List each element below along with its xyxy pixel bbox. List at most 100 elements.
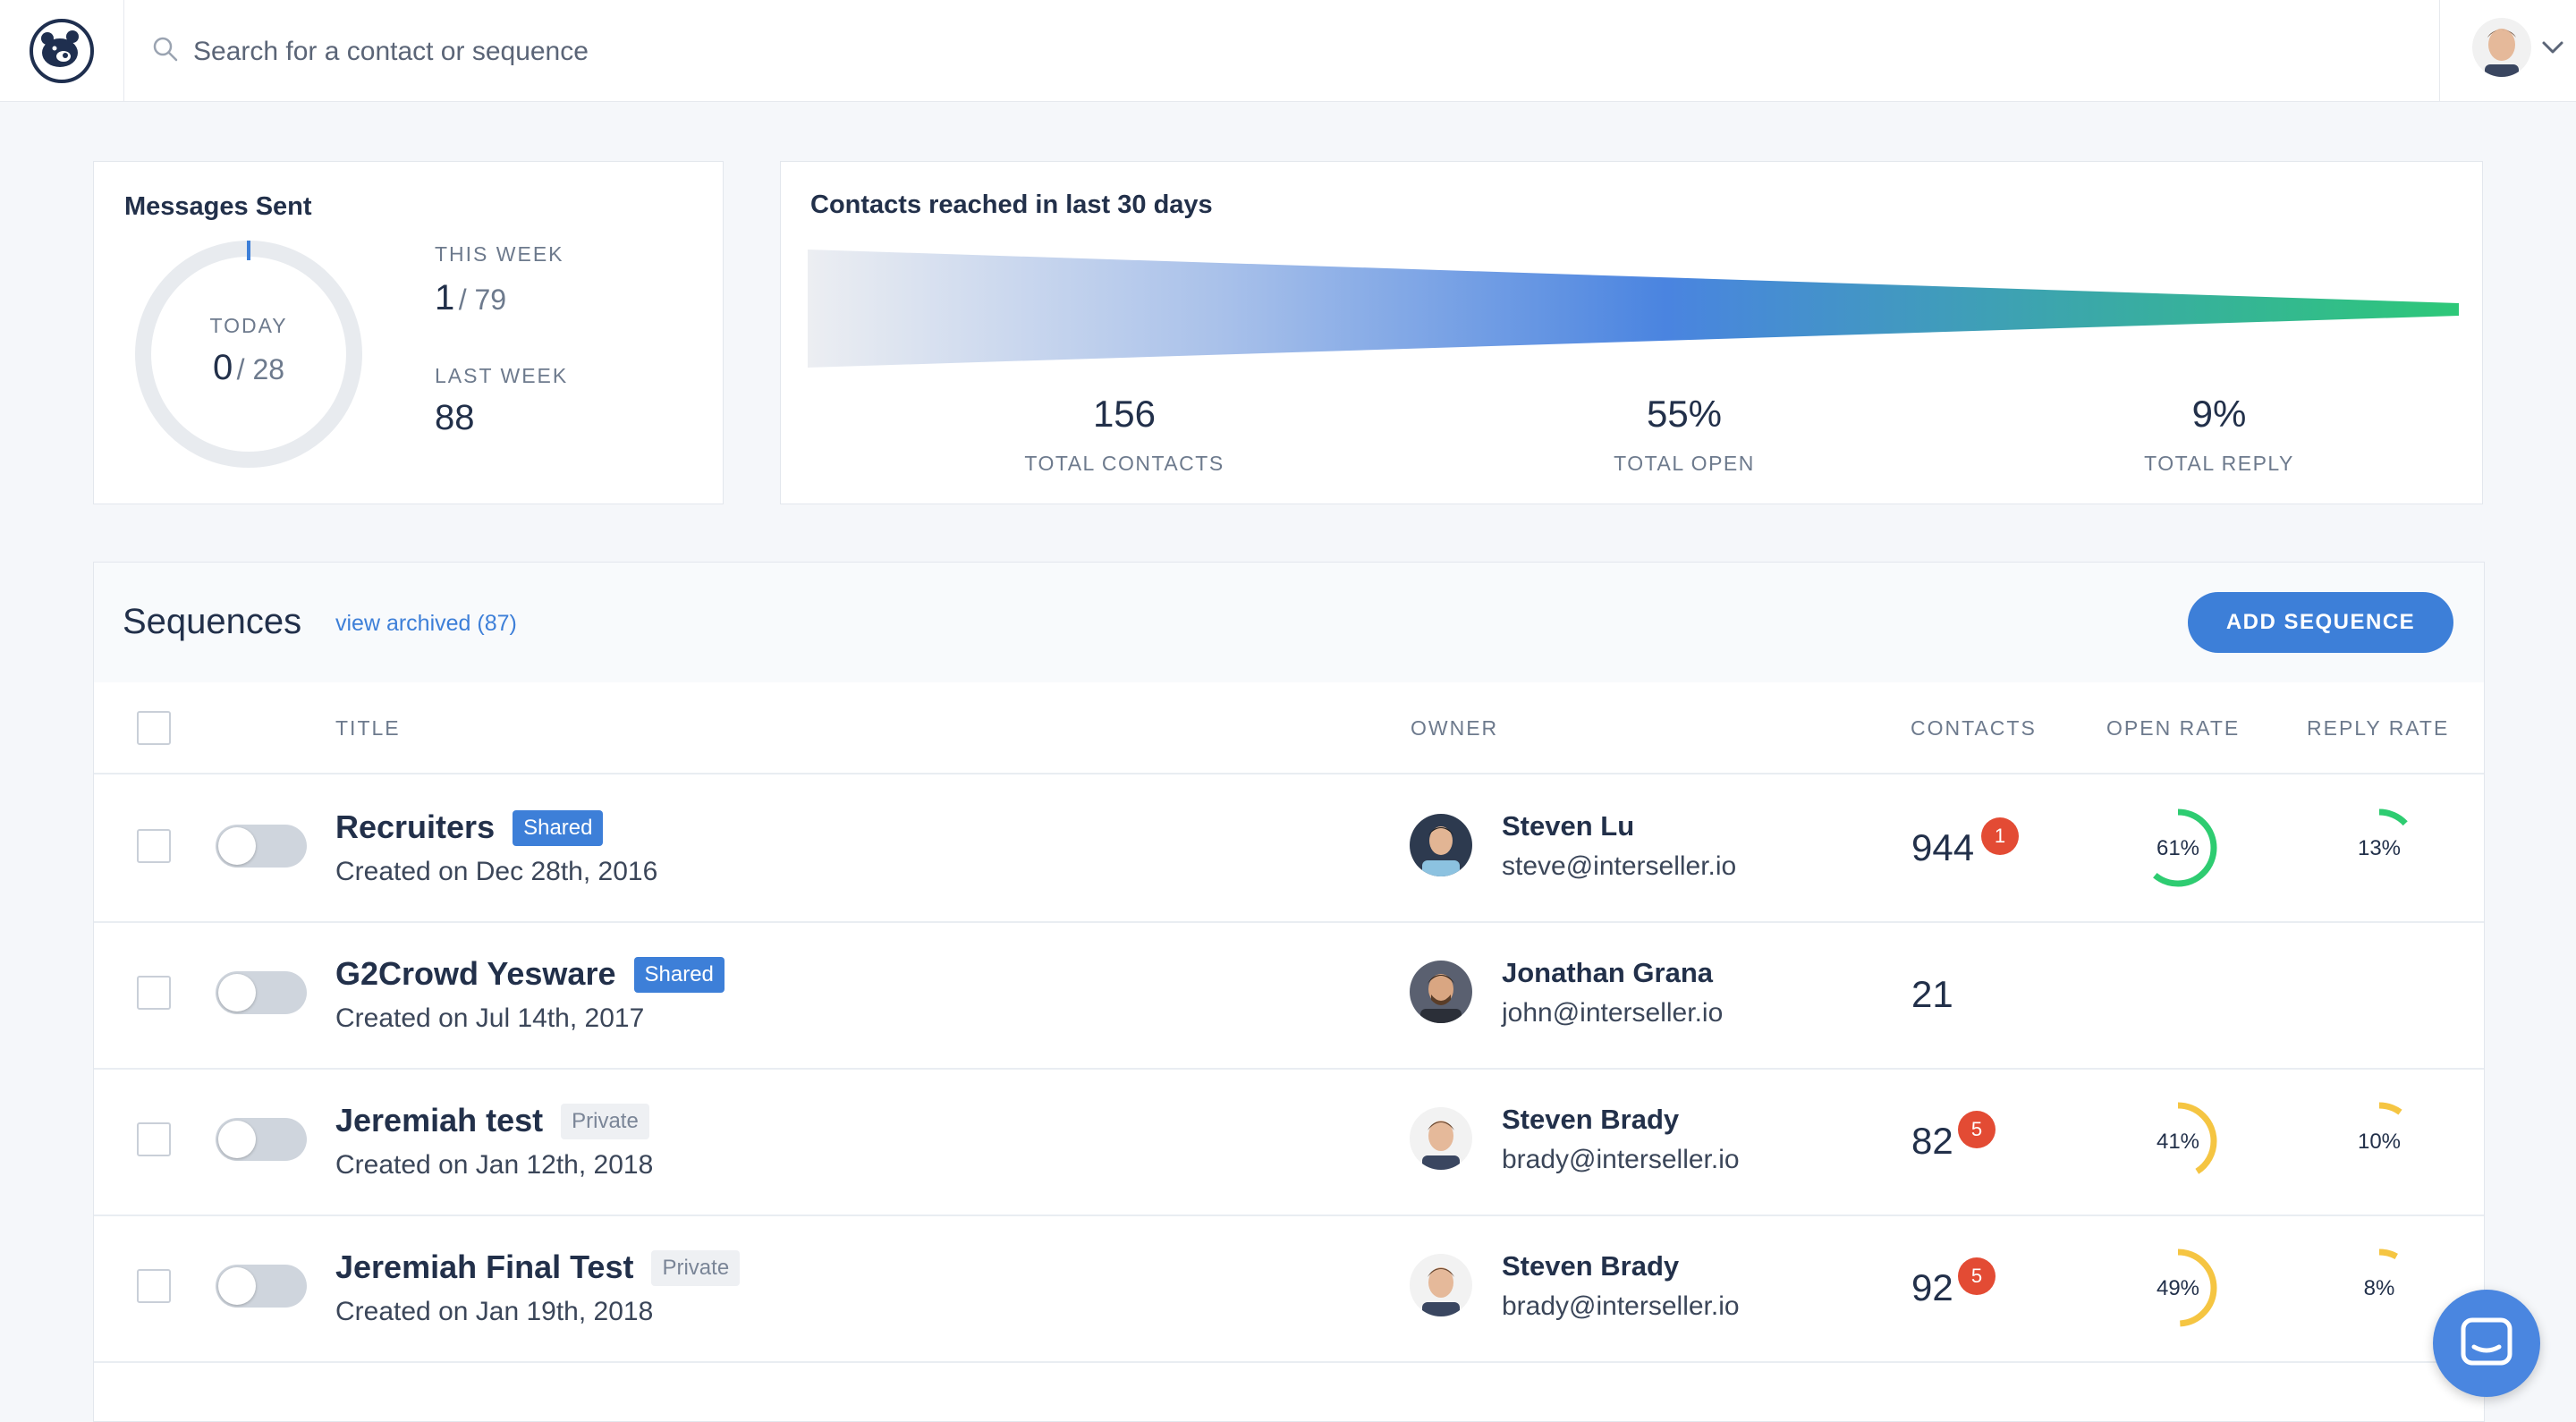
this-week-total: / 79	[458, 284, 507, 316]
open-rate-value: 49%	[2157, 1276, 2199, 1300]
stat-total-open: 55% TOTAL OPEN	[1505, 393, 1863, 476]
notification-badge: 5	[1958, 1257, 1996, 1295]
notification-badge: 1	[1981, 817, 2019, 855]
bear-logo-icon	[30, 18, 94, 83]
stat-value: 9%	[2191, 393, 2247, 435]
owner-email: brady@interseller.io	[1502, 1291, 1740, 1321]
sequence-title[interactable]: Recruiters Shared	[335, 808, 604, 846]
contacts-count[interactable]: 21	[1911, 973, 1953, 1015]
sequence-created-date: Created on Jan 19th, 2018	[335, 1297, 654, 1326]
today-count: 0	[212, 348, 233, 387]
row-checkbox[interactable]	[137, 1269, 171, 1303]
today-total: / 28	[236, 353, 285, 385]
sequence-created-date: Created on Dec 28th, 2016	[335, 857, 658, 886]
owner-avatar	[1410, 961, 1472, 1023]
chat-launcher-button[interactable]	[2433, 1290, 2540, 1397]
top-bar	[0, 0, 2576, 102]
open-rate-ring: 49%	[2139, 1248, 2217, 1327]
open-rate-value: 41%	[2157, 1130, 2199, 1154]
table-row[interactable]: Recruiters Shared Created on Dec 28th, 20…	[94, 774, 2484, 923]
column-header-title[interactable]: TITLE	[335, 716, 401, 740]
sequence-toggle[interactable]	[216, 825, 307, 868]
open-rate-ring: 41%	[2139, 1102, 2217, 1181]
add-sequence-button[interactable]: ADD SEQUENCE	[2188, 592, 2453, 653]
header-divider	[94, 773, 2484, 774]
toggle-knob	[218, 827, 256, 865]
view-archived-link[interactable]: view archived (87)	[335, 611, 517, 636]
messages-sent-card: Messages Sent TODAY 0 / 28 THIS WEEK 1 /…	[93, 161, 724, 504]
select-all-checkbox[interactable]	[137, 711, 171, 745]
chat-icon	[2461, 1317, 2512, 1366]
toggle-knob	[218, 1121, 256, 1158]
sequence-title-text: Recruiters	[335, 808, 496, 845]
owner-email: brady@interseller.io	[1502, 1145, 1740, 1174]
user-menu[interactable]	[2439, 0, 2576, 101]
owner-avatar	[1410, 1254, 1472, 1316]
messages-sent-title: Messages Sent	[124, 192, 312, 221]
column-header-owner[interactable]: OWNER	[1411, 716, 1499, 740]
sequence-title[interactable]: Jeremiah test Private	[335, 1102, 649, 1139]
this-week-count: 1	[435, 278, 455, 317]
reply-rate-ring: 8%	[2340, 1248, 2419, 1327]
stat-value: 55%	[1646, 393, 1723, 435]
stat-total-reply: 9% TOTAL REPLY	[2040, 393, 2398, 476]
reply-rate-ring: 10%	[2340, 1102, 2419, 1181]
chevron-down-icon[interactable]	[2541, 39, 2564, 55]
search-input[interactable]	[191, 27, 1000, 77]
table-row[interactable]: G2Crowd Yesware Shared Created on Jul 14t…	[94, 921, 2484, 1070]
today-label: TODAY	[209, 314, 288, 337]
contacts-count[interactable]: 82	[1911, 1120, 1953, 1162]
reply-rate-ring: 13%	[2340, 808, 2419, 887]
last-week-label: LAST WEEK	[435, 364, 569, 387]
last-week-value: 88	[435, 398, 475, 437]
sequences-header: Sequences view archived (87) ADD SEQUENC…	[94, 563, 2484, 682]
table-row[interactable]: Jeremiah test Private Created on Jan 12th…	[94, 1068, 2484, 1216]
this-week-label: THIS WEEK	[435, 242, 564, 266]
today-progress-ring	[135, 241, 362, 468]
stat-value: 156	[1092, 393, 1157, 435]
contacts-count[interactable]: 944	[1911, 826, 1975, 868]
sequences-card: Sequences view archived (87) ADD SEQUENC…	[93, 562, 2485, 1422]
sequence-created-date: Created on Jul 14th, 2017	[335, 1003, 645, 1033]
reply-rate-value: 8%	[2364, 1276, 2395, 1300]
sequences-title: Sequences	[123, 602, 302, 641]
owner-email: steve@interseller.io	[1502, 851, 1737, 881]
column-header-reply-rate[interactable]: REPLY RATE	[2307, 716, 2450, 740]
sequence-title[interactable]: G2Crowd Yesware Shared	[335, 955, 724, 993]
stat-label: TOTAL OPEN	[1614, 452, 1755, 475]
owner-name: Steven Brady	[1502, 1250, 1680, 1282]
row-checkbox[interactable]	[137, 829, 171, 863]
row-checkbox[interactable]	[137, 1122, 171, 1156]
contacts-reached-title: Contacts reached in last 30 days	[810, 190, 1213, 219]
logo-cell[interactable]	[0, 0, 124, 101]
column-header-open-rate[interactable]: OPEN RATE	[2106, 716, 2241, 740]
owner-email: john@interseller.io	[1502, 998, 1724, 1028]
contacts-funnel-graphic	[808, 250, 2459, 368]
owner-avatar	[1410, 814, 1472, 876]
stat-label: TOTAL REPLY	[2144, 452, 2294, 475]
notification-badge: 5	[1958, 1111, 1996, 1148]
sequence-title-text: Jeremiah test	[335, 1102, 544, 1138]
private-badge: Private	[561, 1104, 649, 1139]
user-avatar	[2472, 18, 2531, 77]
search-icon	[152, 36, 179, 63]
sequence-toggle[interactable]	[216, 1118, 307, 1161]
column-header-contacts[interactable]: CONTACTS	[1911, 716, 2037, 740]
shared-badge: Shared	[633, 957, 724, 993]
contacts-reached-card: Contacts reached in last 30 days 156 TOT…	[780, 161, 2483, 504]
row-checkbox[interactable]	[137, 976, 171, 1010]
sequence-toggle[interactable]	[216, 1265, 307, 1308]
this-week-value: 1 / 79	[435, 278, 506, 318]
reply-rate-value: 10%	[2358, 1130, 2401, 1154]
toggle-knob	[218, 1267, 256, 1305]
sequence-title[interactable]: Jeremiah Final Test Private	[335, 1248, 741, 1286]
open-rate-ring: 61%	[2139, 808, 2217, 887]
contacts-count[interactable]: 92	[1911, 1266, 1953, 1308]
owner-name: Steven Brady	[1502, 1104, 1680, 1135]
table-row[interactable]: Jeremiah Final Test Private Created on Ja…	[94, 1215, 2484, 1363]
reply-rate-value: 13%	[2358, 836, 2401, 860]
owner-name: Steven Lu	[1502, 810, 1635, 842]
private-badge: Private	[651, 1250, 741, 1286]
sequence-toggle[interactable]	[216, 971, 307, 1014]
stat-label: TOTAL CONTACTS	[1024, 452, 1224, 475]
